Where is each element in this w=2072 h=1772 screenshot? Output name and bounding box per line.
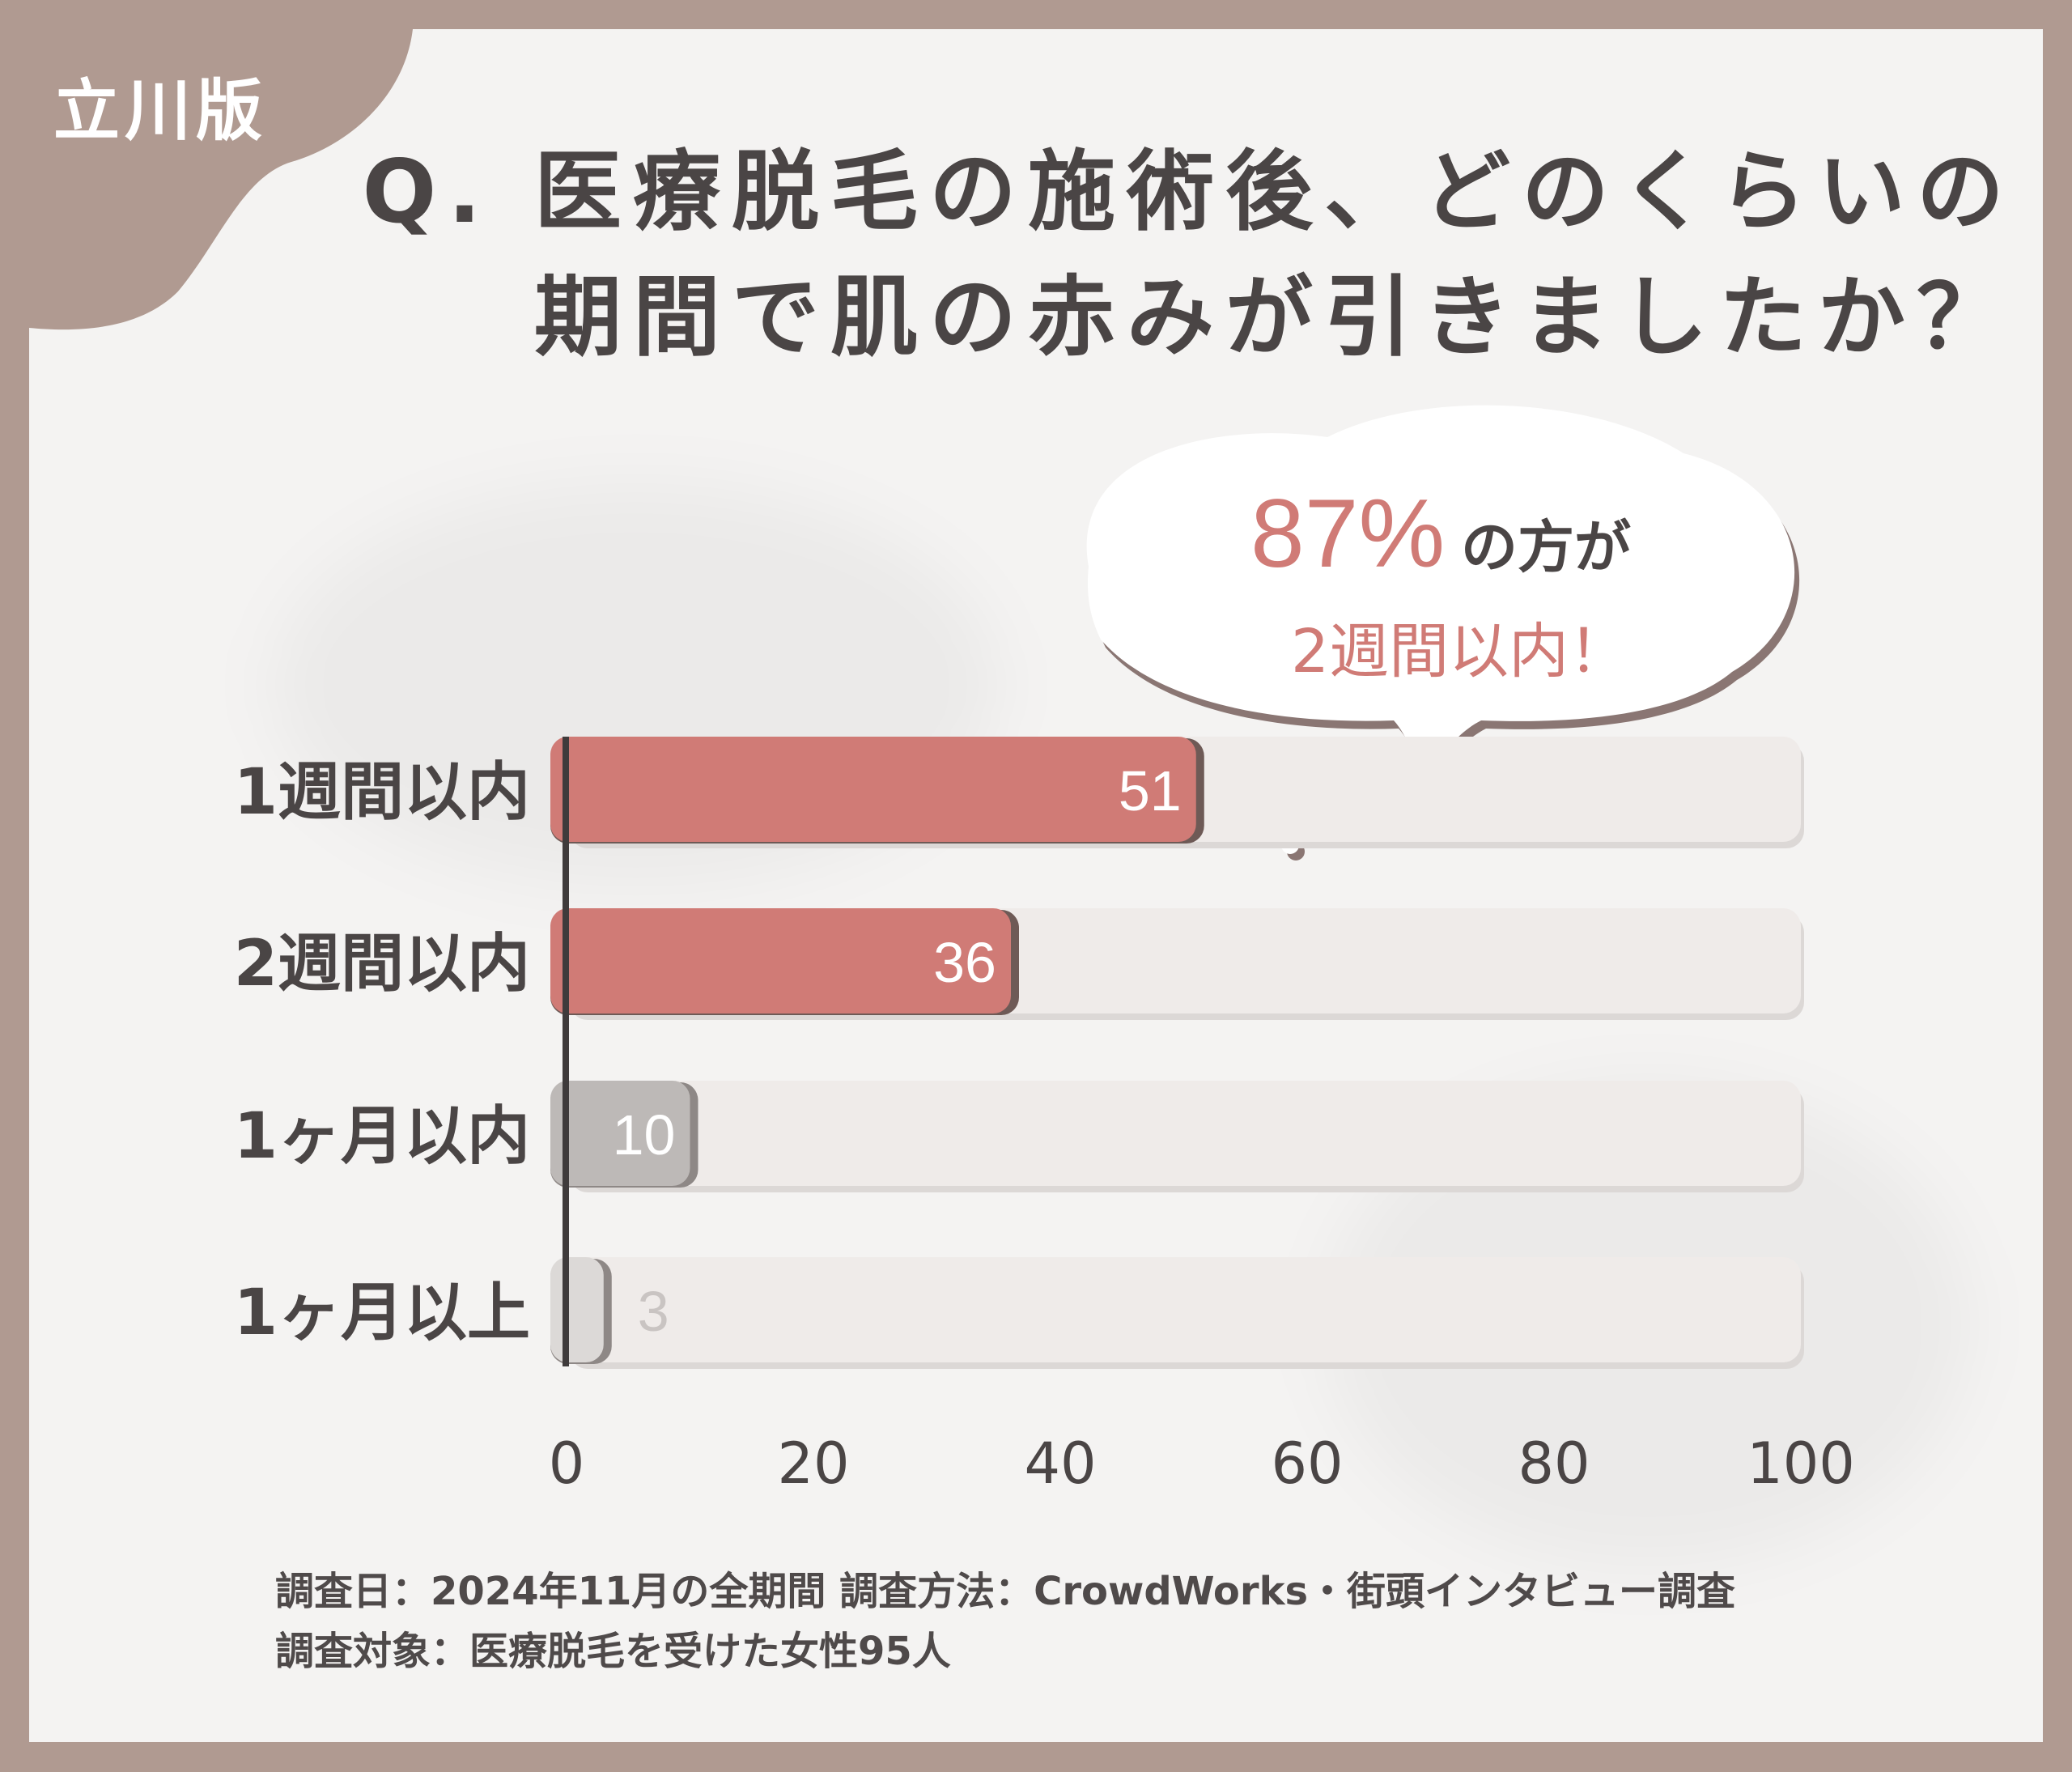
survey-info-line2: 調査対象：医療脱毛を受けた女性95人 <box>275 1629 951 1674</box>
category-label: 1ヶ月以内 <box>234 1100 530 1173</box>
callout-suffix: の方が <box>1461 514 1631 580</box>
category-label: 2週間以内 <box>234 928 530 1001</box>
callout-line2: 2週間以内！ <box>1291 617 1628 686</box>
bar-2週間以内 <box>550 908 1011 1013</box>
corner-badge-shape <box>29 29 413 330</box>
category-label: 1ヶ月以上 <box>234 1277 530 1349</box>
data-label: 51 <box>1119 759 1182 822</box>
question-title-line1: Q. 医療脱毛の施術後、どのくらいの <box>362 142 2015 243</box>
survey-info-line1: 調査日：2024年11月の全期間 調査方法：CrowdWorks・街頭インタビュ… <box>275 1569 1736 1614</box>
bar-track <box>567 1081 1801 1186</box>
speech-bubble: 87% の方が 2週間以内！ <box>1086 405 1800 861</box>
category-label: 1週間以内 <box>234 756 530 829</box>
data-label: 10 <box>613 1103 676 1166</box>
data-label: 36 <box>933 931 996 994</box>
question-title-line2: 期間で肌の赤みが引きましたか？ <box>533 267 2015 368</box>
x-tick-label: 80 <box>1518 1430 1590 1497</box>
bar-1ヶ月以内 <box>550 1081 690 1186</box>
card-background <box>29 29 2043 1742</box>
x-tick-label: 20 <box>777 1430 849 1497</box>
x-tick-label: 60 <box>1271 1430 1343 1497</box>
callout-percent: 87% <box>1250 479 1445 588</box>
data-label: 3 <box>638 1280 669 1343</box>
x-tick-label: 100 <box>1747 1430 1855 1497</box>
y-axis-line <box>563 737 569 1366</box>
bar-1週間以内 <box>550 737 1196 842</box>
x-tick-label: 40 <box>1024 1430 1096 1497</box>
x-tick-label: 0 <box>549 1430 585 1497</box>
bar-1ヶ月以上 <box>550 1257 604 1362</box>
bar-track <box>567 1257 1801 1362</box>
region-badge: 立川版 <box>53 73 268 150</box>
